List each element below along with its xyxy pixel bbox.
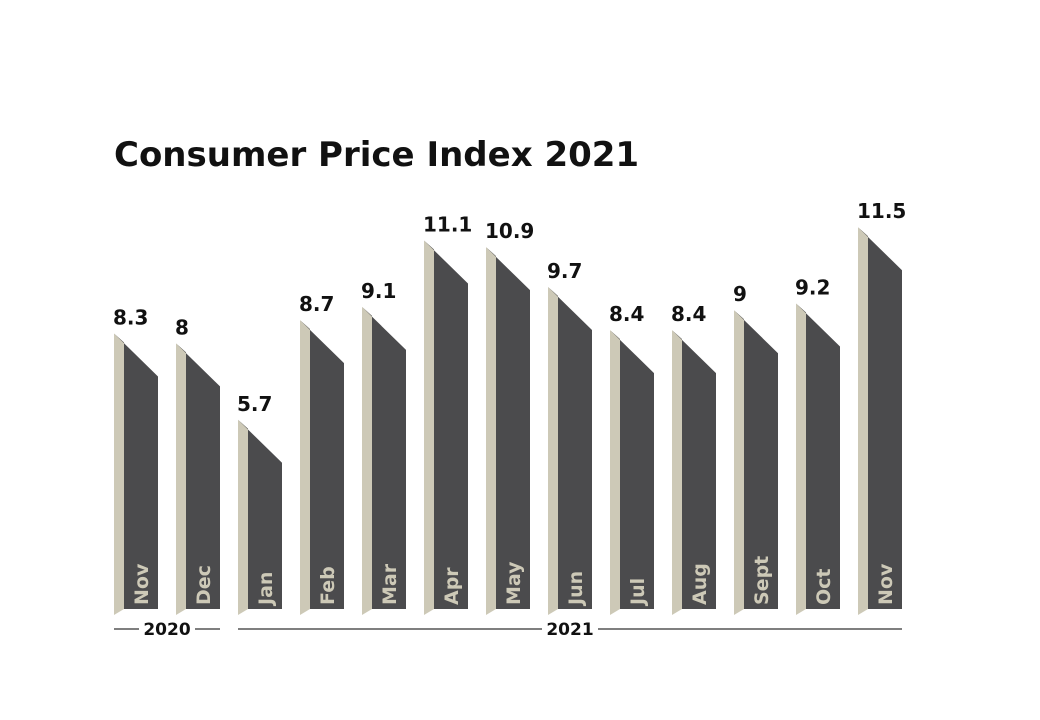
bar-side-face (238, 419, 248, 615)
bar-value-label: 9.1 (361, 279, 396, 303)
bar-front-face (734, 310, 778, 609)
bar: 8.7 Feb (299, 292, 344, 615)
bars-group: 8.3 Nov 8 Dec 5.7 Jan 8.7 Feb 9.1 Mar 11.1 Apr 10.9 M… (113, 199, 906, 616)
bar-value-label: 8.4 (671, 302, 706, 326)
month-label: Nov (875, 563, 897, 605)
month-label: Dec (193, 565, 215, 605)
bar-front-face (486, 247, 530, 609)
bar-front-face (238, 419, 282, 609)
bar: 10.9 May (485, 219, 534, 615)
month-label: Nov (131, 563, 153, 605)
bar: 9.1 Mar (361, 279, 406, 615)
bar-front-face (362, 306, 406, 609)
bar-side-face (610, 330, 620, 615)
bar: 11.5 Nov (857, 199, 906, 615)
bar-front-face (796, 303, 840, 609)
bar-value-label: 5.7 (237, 392, 272, 416)
bar: 11.1 Apr (423, 212, 472, 616)
year-label: 2021 (546, 620, 593, 640)
bar: 8.4 Aug (671, 302, 716, 615)
month-label: Feb (317, 566, 339, 605)
month-label: Mar (379, 563, 401, 605)
bar-front-face (672, 330, 716, 609)
bar: 8 Dec (175, 315, 220, 615)
chart-title: Consumer Price Index 2021 (114, 135, 639, 175)
bar-side-face (796, 303, 806, 615)
bar-value-label: 9 (733, 282, 747, 306)
bar-side-face (672, 330, 682, 615)
bar-value-label: 10.9 (485, 219, 534, 243)
bar-value-label: 11.1 (423, 212, 472, 236)
bar: 8.4 Jul (609, 302, 654, 615)
month-label: Jan (255, 572, 277, 607)
bar-value-label: 8.7 (299, 292, 334, 316)
bar-side-face (486, 247, 496, 615)
bar-side-face (114, 333, 124, 615)
month-label: Oct (813, 569, 835, 606)
bar: 9.7 Jun (547, 259, 592, 615)
month-label: Sept (751, 556, 773, 605)
bar-front-face (176, 343, 220, 609)
month-label: Aug (689, 563, 711, 605)
bar-front-face (114, 333, 158, 609)
bar-side-face (176, 343, 186, 615)
bar-front-face (858, 227, 902, 609)
bar-front-face (300, 320, 344, 609)
month-label: Apr (441, 567, 463, 605)
bar-front-face (548, 286, 592, 609)
bar-value-label: 11.5 (857, 199, 906, 223)
bar-value-label: 9.2 (795, 276, 830, 300)
month-label: Jul (627, 578, 649, 607)
bar-side-face (858, 227, 868, 615)
bar-side-face (424, 240, 434, 616)
year-label: 2020 (143, 620, 190, 640)
bar-front-face (610, 330, 654, 609)
bar-side-face (548, 286, 558, 615)
bar: 8.3 Nov (113, 305, 158, 615)
month-label: Jun (565, 571, 587, 607)
bar-value-label: 8 (175, 315, 189, 339)
bar-side-face (362, 306, 372, 615)
year-axis: 2020 2021 (114, 620, 902, 640)
bar-side-face (300, 320, 310, 615)
bar-value-label: 9.7 (547, 259, 582, 283)
bar: 5.7 Jan (237, 392, 282, 615)
year-group: 2020 (114, 620, 220, 640)
bar-value-label: 8.4 (609, 302, 644, 326)
month-label: May (503, 561, 525, 605)
bar-front-face (424, 240, 468, 610)
bar: 9 Sept (733, 282, 778, 615)
bar: 9.2 Oct (795, 276, 840, 615)
bar-side-face (734, 310, 744, 615)
bar-value-label: 8.3 (113, 305, 148, 329)
year-group: 2021 (238, 620, 902, 640)
